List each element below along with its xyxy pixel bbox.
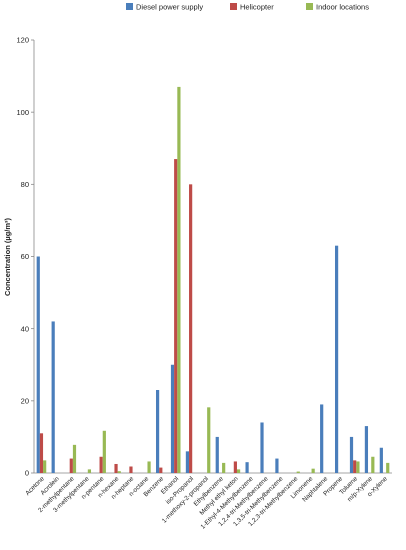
bar bbox=[334, 245, 339, 473]
bar bbox=[185, 451, 190, 473]
bar bbox=[356, 461, 360, 473]
bar bbox=[371, 456, 375, 473]
y-tick-label: 100 bbox=[16, 108, 29, 117]
bar bbox=[260, 422, 264, 473]
bar bbox=[155, 390, 160, 473]
y-axis: 0 20 40 60 80 100 120 bbox=[16, 36, 35, 478]
bar bbox=[189, 184, 193, 474]
bar bbox=[364, 426, 369, 473]
bar bbox=[296, 471, 300, 473]
y-tick-label: 120 bbox=[16, 36, 29, 45]
y-axis-title: Concentration (µg/m³) bbox=[3, 217, 12, 296]
bar bbox=[275, 458, 279, 473]
legend: Diesel power supply Helicopter Indoor loca… bbox=[126, 3, 369, 12]
bar bbox=[87, 469, 92, 473]
bar bbox=[215, 436, 219, 473]
x-axis: AcetoneAcrolein2-methylpentane3-methylpe… bbox=[24, 472, 392, 531]
bar bbox=[170, 364, 175, 473]
bar bbox=[117, 471, 121, 473]
bar bbox=[147, 461, 151, 473]
bar bbox=[43, 460, 47, 473]
bar bbox=[379, 447, 383, 473]
bar bbox=[129, 466, 133, 473]
bar bbox=[222, 462, 226, 473]
legend-label: Indoor locations bbox=[316, 3, 369, 12]
bar bbox=[174, 159, 178, 473]
bar bbox=[311, 468, 315, 473]
bar bbox=[36, 256, 40, 473]
bar bbox=[245, 462, 249, 473]
bars bbox=[36, 86, 390, 474]
bar bbox=[386, 462, 390, 473]
legend-label: Diesel power supply bbox=[136, 3, 203, 12]
bar bbox=[99, 456, 103, 473]
bar bbox=[102, 430, 106, 473]
bar bbox=[72, 444, 77, 473]
legend-label: Helicopter bbox=[240, 3, 274, 12]
y-tick-label: 40 bbox=[21, 324, 29, 333]
bar bbox=[159, 467, 163, 473]
bar bbox=[236, 469, 241, 473]
legend-swatch bbox=[230, 3, 237, 10]
legend-swatch bbox=[306, 3, 313, 10]
bar bbox=[177, 86, 181, 474]
bar bbox=[114, 463, 118, 473]
bar bbox=[207, 407, 211, 473]
bar bbox=[51, 321, 55, 473]
y-tick-label: 80 bbox=[21, 180, 29, 189]
bar bbox=[353, 460, 357, 473]
bar bbox=[233, 461, 237, 473]
y-tick-label: 20 bbox=[21, 396, 29, 405]
legend-swatch bbox=[126, 3, 133, 10]
bar bbox=[349, 436, 354, 473]
y-tick-label: 0 bbox=[25, 469, 29, 478]
y-tick-label: 60 bbox=[21, 252, 29, 261]
bar bbox=[320, 404, 324, 473]
bar bbox=[39, 433, 44, 473]
bar bbox=[69, 458, 73, 473]
